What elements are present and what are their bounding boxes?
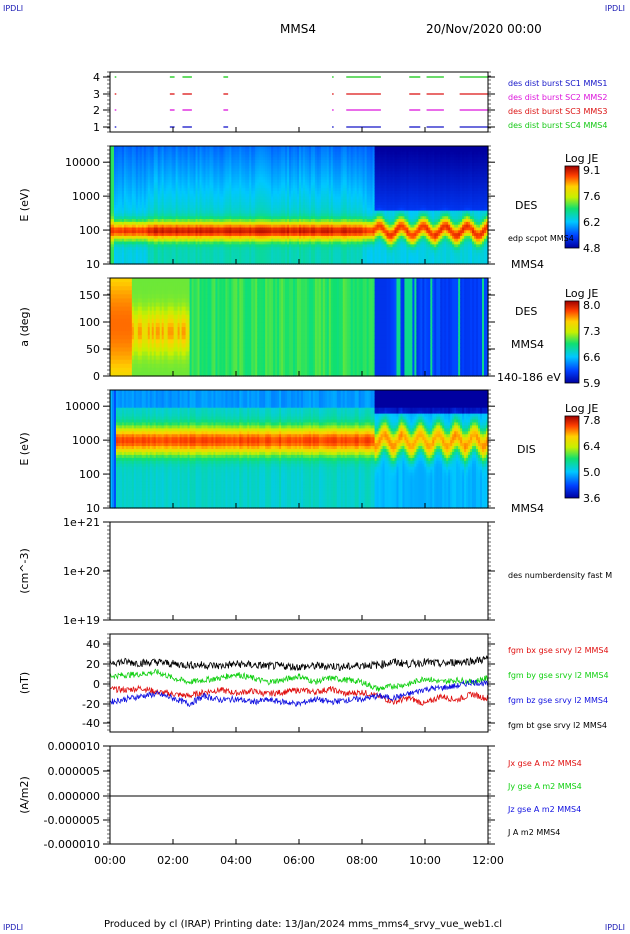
plot-canvas: Log JE9.17.66.24.8Log JE8.07.36.65.9Log … [0,0,630,934]
